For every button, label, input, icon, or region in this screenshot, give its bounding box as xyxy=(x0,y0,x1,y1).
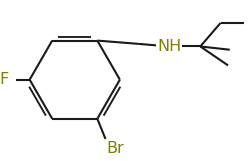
Text: F: F xyxy=(0,72,9,87)
Text: Br: Br xyxy=(107,141,124,156)
Text: NH: NH xyxy=(157,39,181,54)
